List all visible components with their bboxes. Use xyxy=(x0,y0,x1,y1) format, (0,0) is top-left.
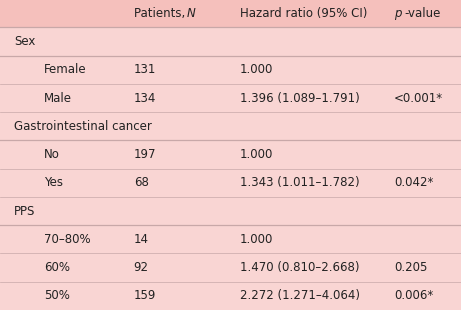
Text: p: p xyxy=(394,7,402,20)
Text: Gastrointestinal cancer: Gastrointestinal cancer xyxy=(14,120,152,133)
Text: -value: -value xyxy=(404,7,441,20)
Text: 14: 14 xyxy=(134,233,149,246)
Text: 0.205: 0.205 xyxy=(394,261,427,274)
Text: 1.470 (0.810–2.668): 1.470 (0.810–2.668) xyxy=(240,261,359,274)
Text: 159: 159 xyxy=(134,289,156,302)
Text: PPS: PPS xyxy=(14,205,35,218)
Text: 1.000: 1.000 xyxy=(240,233,273,246)
Text: Patients,: Patients, xyxy=(134,7,189,20)
Text: N: N xyxy=(187,7,195,20)
Text: No: No xyxy=(44,148,59,161)
Text: 70–80%: 70–80% xyxy=(44,233,90,246)
Text: 2.272 (1.271–4.064): 2.272 (1.271–4.064) xyxy=(240,289,360,302)
Text: 60%: 60% xyxy=(44,261,70,274)
Text: 0.006*: 0.006* xyxy=(394,289,433,302)
FancyBboxPatch shape xyxy=(0,0,461,27)
Text: Yes: Yes xyxy=(44,176,63,189)
Text: 131: 131 xyxy=(134,63,156,76)
Text: 134: 134 xyxy=(134,91,156,104)
Text: 92: 92 xyxy=(134,261,149,274)
Text: 1.000: 1.000 xyxy=(240,148,273,161)
Text: 50%: 50% xyxy=(44,289,70,302)
Text: 68: 68 xyxy=(134,176,148,189)
Text: Sex: Sex xyxy=(14,35,35,48)
Text: 0.042*: 0.042* xyxy=(394,176,433,189)
Text: 1.343 (1.011–1.782): 1.343 (1.011–1.782) xyxy=(240,176,359,189)
Text: Hazard ratio (95% CI): Hazard ratio (95% CI) xyxy=(240,7,367,20)
Text: <0.001*: <0.001* xyxy=(394,91,443,104)
Text: 1.000: 1.000 xyxy=(240,63,273,76)
Text: 1.396 (1.089–1.791): 1.396 (1.089–1.791) xyxy=(240,91,360,104)
Text: 197: 197 xyxy=(134,148,156,161)
Text: Male: Male xyxy=(44,91,72,104)
Text: Female: Female xyxy=(44,63,86,76)
